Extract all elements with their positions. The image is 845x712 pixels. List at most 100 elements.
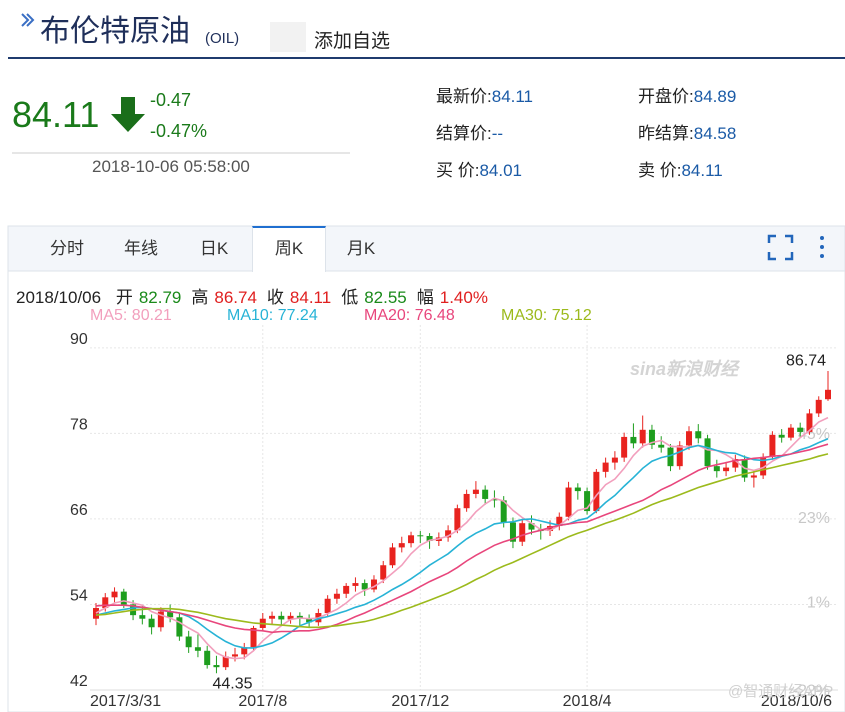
field: 开盘价:84.89 [638,82,736,107]
change-pct: -0.47% [150,121,208,141]
candle-body [556,516,563,527]
field-value: 84.11 [681,161,723,180]
candle-body [278,615,285,620]
field-value: 84.01 [479,161,522,180]
info-value: 86.74 [214,288,257,307]
info-label: 低 [341,288,359,307]
info-value: 82.55 [364,288,407,307]
field-label: 最新价: [436,87,492,106]
candle-body [815,399,822,414]
candle-body [213,665,220,668]
y-tick-label: 90 [70,331,88,348]
tab[interactable]: 周K [252,226,326,272]
candle-body [797,427,804,432]
ma-line [95,438,829,649]
candle-body [482,489,489,499]
candle-body [408,535,415,544]
field: 最新价:84.11 [436,82,533,107]
field-value: 84.58 [693,124,737,143]
candle-body [630,436,637,444]
legend-item: MA10: 77.24 [227,307,318,324]
candle-body [463,493,470,509]
candle-body [806,413,813,432]
y-tick-label: 66 [70,502,88,519]
candle-body [639,429,646,444]
candle-body [306,618,313,623]
info-date: 2018/10/06 [16,288,102,307]
info-label: 高 [191,288,209,307]
legend-item: MA20: 76.48 [364,307,455,324]
candle-body [102,597,109,609]
candle-body [565,487,572,517]
price: 84.11 [12,94,100,135]
candle-body [120,591,127,605]
candle-body [324,598,331,614]
ma-line [95,416,829,660]
field-value: -- [491,124,504,143]
candle-body [380,565,387,580]
field-value: 84.11 [491,87,534,106]
watermark: @智通财经APP [728,682,833,700]
candle-body [472,489,479,494]
tab[interactable]: 年线 [124,239,158,258]
candle-body [454,508,461,531]
title: 布伦特原油 [40,15,190,48]
candle-body [398,543,405,548]
expand-icon[interactable] [767,234,794,261]
x-tick-label: 2018/4 [563,693,612,710]
high-label: 86.74 [786,352,826,369]
candle-body [750,475,757,478]
field: 结算价:-- [436,119,503,144]
candle-body [194,647,201,651]
info-value: 82.79 [138,288,182,307]
info-value: 84.11 [289,288,332,307]
add-watchlist[interactable]: 添加自选 [314,31,391,52]
ma-line [95,443,829,634]
candle-body [574,487,581,492]
y2-tick-label: -22% [793,682,830,699]
tab[interactable]: 日K [199,239,229,258]
candle-body [370,579,377,590]
candle-body [713,466,720,472]
quote-time: 2018-10-06 05:58:00 [92,157,250,176]
down-arrow [111,97,145,132]
candle-body [491,498,498,501]
candle-body [528,523,535,530]
info-value: 1.40% [439,288,488,307]
field-label: 结算价: [436,124,492,143]
field-label: 买 价: [436,161,480,180]
candle-body [352,583,359,586]
candle-body [93,608,99,619]
tab[interactable]: 月K [346,239,376,258]
ohlc-info: 2018/10/06 开 82.79 高 86.74 收 84.11 低 82.55 幅 1.40… [16,283,488,308]
candle-body [825,389,831,400]
field-value: 84.89 [693,87,737,106]
panel [7,225,845,712]
candle-body [287,615,294,620]
tab[interactable]: 分时 [50,239,84,258]
candle-body [602,462,609,472]
field-label: 开盘价: [638,87,694,106]
more-icon[interactable] [820,236,824,258]
candle-body [704,438,711,467]
candle-body [769,434,776,457]
candle-body [426,536,433,542]
watermark: sina新浪财经 [630,359,741,379]
candle-body [250,627,257,648]
y-tick-label: 54 [70,588,88,605]
info-label: 开 [115,288,133,307]
x-tick-label: 2017/8 [238,693,287,710]
candle-body [241,647,248,655]
candle-body [417,535,424,537]
candle-body [584,491,591,512]
code: (OIL) [205,30,240,47]
candle-body [695,431,702,439]
field: 卖 价:84.11 [638,156,723,181]
info-label: 幅 [416,288,434,307]
candle-body [167,611,174,618]
candle-body [723,467,730,472]
candle-body [333,593,340,599]
field-label: 昨结算: [638,124,694,143]
